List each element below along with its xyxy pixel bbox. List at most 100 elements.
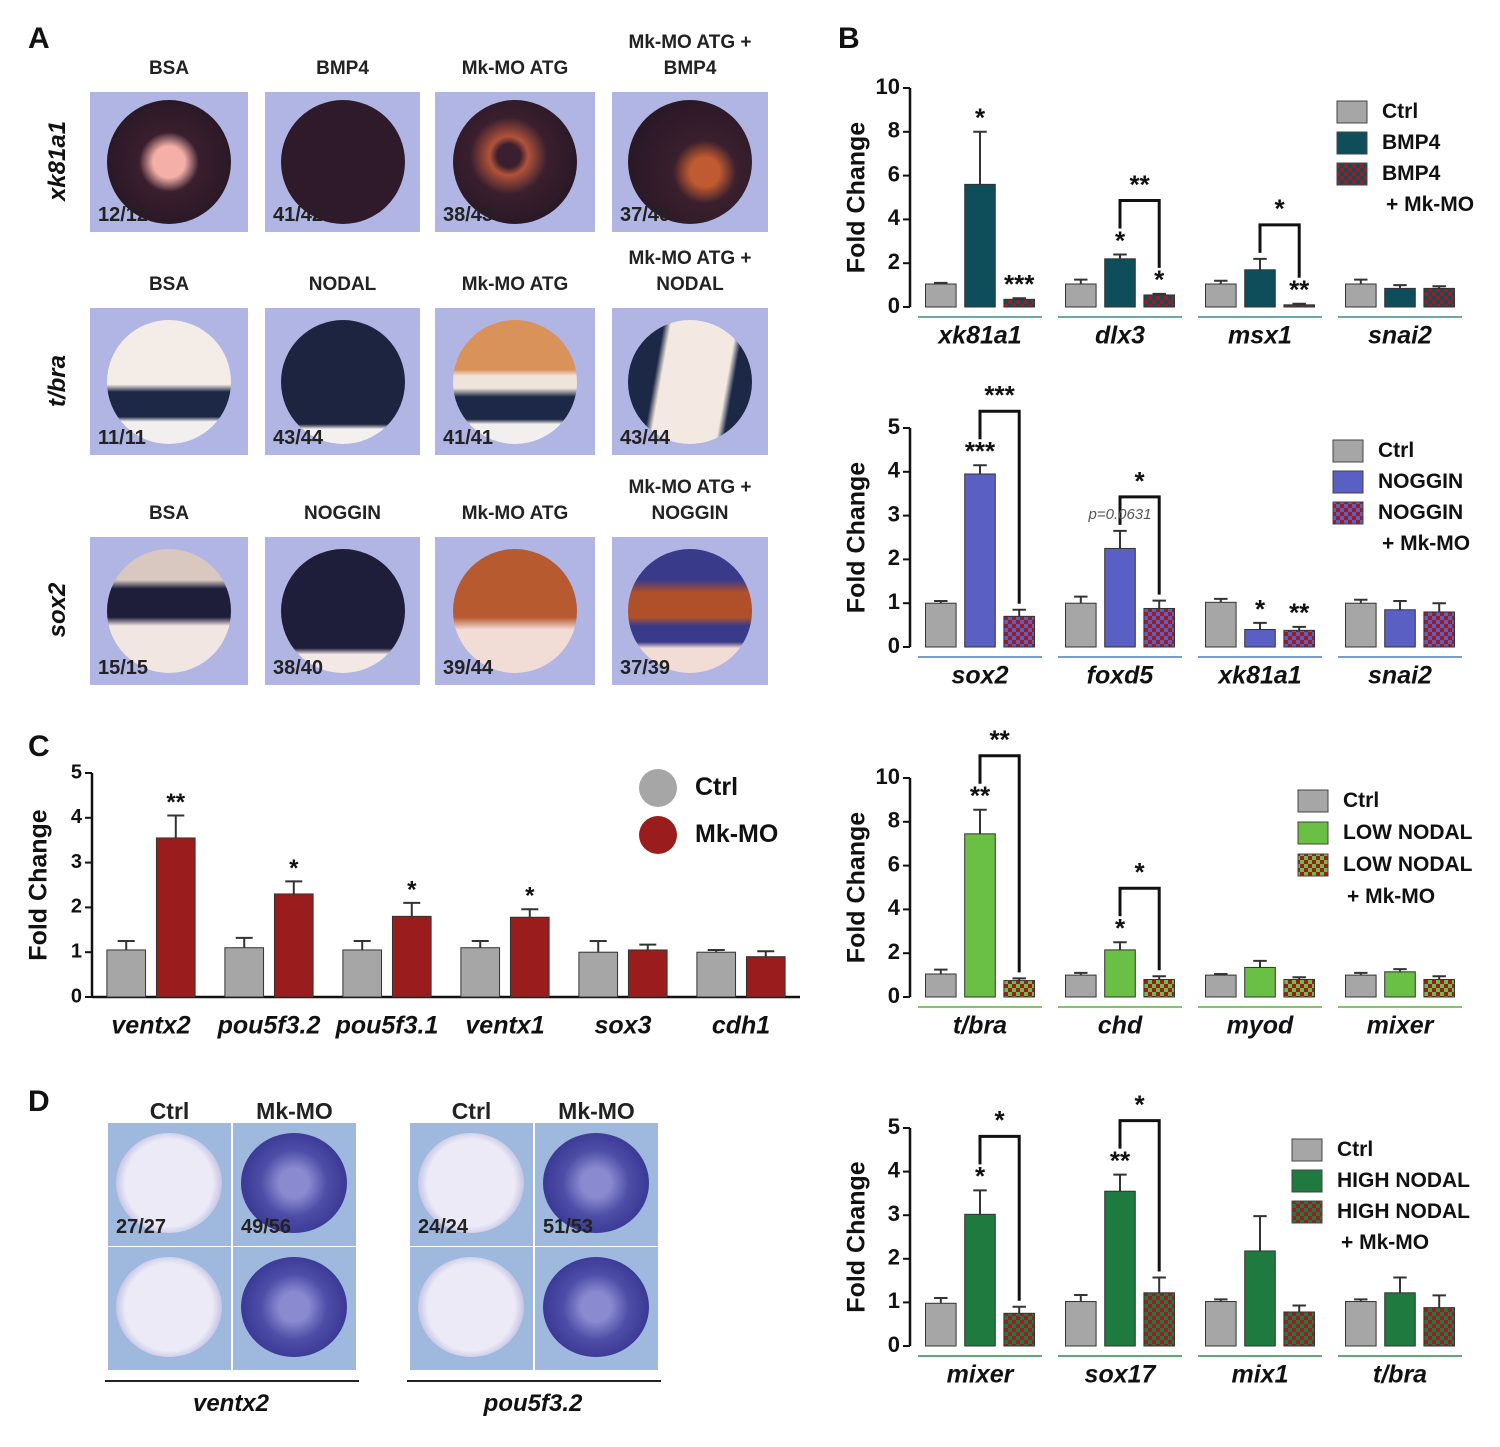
x-tick-label: dlx3 [1095, 322, 1145, 350]
y-tick-label: 3 [888, 501, 900, 526]
column-header: NOGGIN [303, 503, 382, 524]
bar [391, 915, 432, 998]
bar [1384, 971, 1416, 998]
y-tick-label: 4 [888, 458, 901, 483]
gene-label: ventx2 [192, 1390, 270, 1417]
bar [1283, 1311, 1315, 1347]
bar [1143, 294, 1175, 308]
bar [745, 956, 786, 998]
y-tick-label: 0 [71, 985, 82, 1007]
embryo [280, 100, 405, 224]
embryo [418, 1257, 524, 1357]
y-tick-label: 0 [888, 983, 900, 1008]
bracket-label: * [1135, 1090, 1146, 1120]
significance: * [1255, 594, 1266, 624]
bracket [1118, 198, 1161, 268]
count-label: 37/40 [620, 204, 671, 226]
error-bar [1012, 608, 1026, 617]
bar [925, 602, 957, 648]
error-bar [757, 950, 775, 957]
y-tick-label: 4 [888, 895, 901, 920]
y-tick-label: 10 [876, 764, 900, 789]
embryo [241, 1133, 347, 1233]
panel-label: C [28, 730, 50, 763]
embryo [107, 319, 231, 444]
error-bar [1292, 302, 1306, 305]
bar [1205, 601, 1237, 648]
legend-marker [1297, 821, 1329, 845]
x-tick-label: mixer [947, 1361, 1015, 1389]
error-bar [707, 948, 725, 953]
count-label: 15/15 [98, 657, 149, 679]
bar [1423, 978, 1455, 998]
significance: * [975, 103, 986, 133]
y-axis-label: Fold Change [843, 462, 871, 613]
bar [964, 1213, 996, 1347]
bracket-label: * [1135, 466, 1146, 496]
error-bar [934, 1297, 948, 1304]
y-tick-label: 4 [888, 1157, 901, 1182]
error-bar [934, 600, 948, 604]
y-tick-label: 2 [888, 249, 900, 274]
legend-label: LOW NODAL [1343, 821, 1473, 844]
y-tick-label: 5 [71, 761, 82, 783]
bar [964, 473, 996, 648]
embryo-image [233, 1247, 356, 1370]
embryo [453, 319, 577, 444]
error-bar [353, 940, 371, 950]
legend-label: Ctrl [1343, 789, 1379, 812]
embryo-image [265, 308, 420, 455]
y-tick-label: 4 [888, 205, 901, 230]
y-axis-label: Fold Change [843, 1161, 871, 1312]
y-axis-label: Fold Change [25, 809, 53, 960]
bar [925, 973, 957, 998]
bar [1104, 258, 1136, 308]
bracket-label: ** [1129, 169, 1150, 199]
significance: ** [970, 781, 991, 811]
bar [1384, 609, 1416, 648]
bar [1104, 1190, 1136, 1347]
bracket [1118, 886, 1161, 971]
embryo [543, 1133, 649, 1233]
legend-marker [1336, 100, 1368, 124]
embryo-image [90, 537, 248, 685]
bar [1143, 978, 1175, 998]
embryo [543, 1257, 649, 1357]
legend-label: HIGH NODAL + Mk-MO [1337, 1200, 1470, 1254]
bar [1104, 949, 1136, 998]
column-header: Mk-MO ATG + NOGGIN [628, 477, 752, 524]
error-bar [1253, 257, 1267, 270]
error-bar [1152, 1276, 1166, 1293]
x-tick-label: ventx2 [111, 1012, 190, 1040]
legend-label: NOGGIN [1378, 470, 1463, 493]
x-tick-label: pou5f3.1 [335, 1012, 439, 1040]
bar [1244, 269, 1276, 308]
x-tick-label: ventx1 [465, 1012, 544, 1040]
x-tick-label: foxd5 [1087, 662, 1155, 690]
bar [1003, 1312, 1035, 1347]
error-bar [973, 808, 987, 834]
legend-label: Ctrl [1337, 1138, 1373, 1161]
embryo [453, 549, 577, 673]
embryo [116, 1257, 222, 1357]
significance: *** [1004, 269, 1035, 299]
column-header: BSA [148, 58, 190, 79]
bracket [978, 754, 1021, 973]
embryo-image [108, 1247, 231, 1370]
embryo-image [265, 92, 420, 232]
significance: * [1115, 225, 1126, 255]
legend-marker [639, 816, 677, 854]
column-header: BSA [148, 503, 190, 524]
error-bar [1292, 625, 1306, 631]
legend-marker [639, 769, 677, 807]
legend-label: BMP4 [1382, 131, 1441, 154]
y-tick-label: 5 [888, 414, 900, 439]
column-header: BSA [148, 274, 190, 295]
embryo [280, 319, 405, 444]
legend-label: LOW NODAL + Mk-MO [1343, 853, 1473, 908]
significance: *** [965, 436, 996, 466]
bar [1205, 974, 1237, 998]
x-tick-label: pou5f3.2 [217, 1012, 321, 1040]
error-bar [639, 943, 657, 950]
